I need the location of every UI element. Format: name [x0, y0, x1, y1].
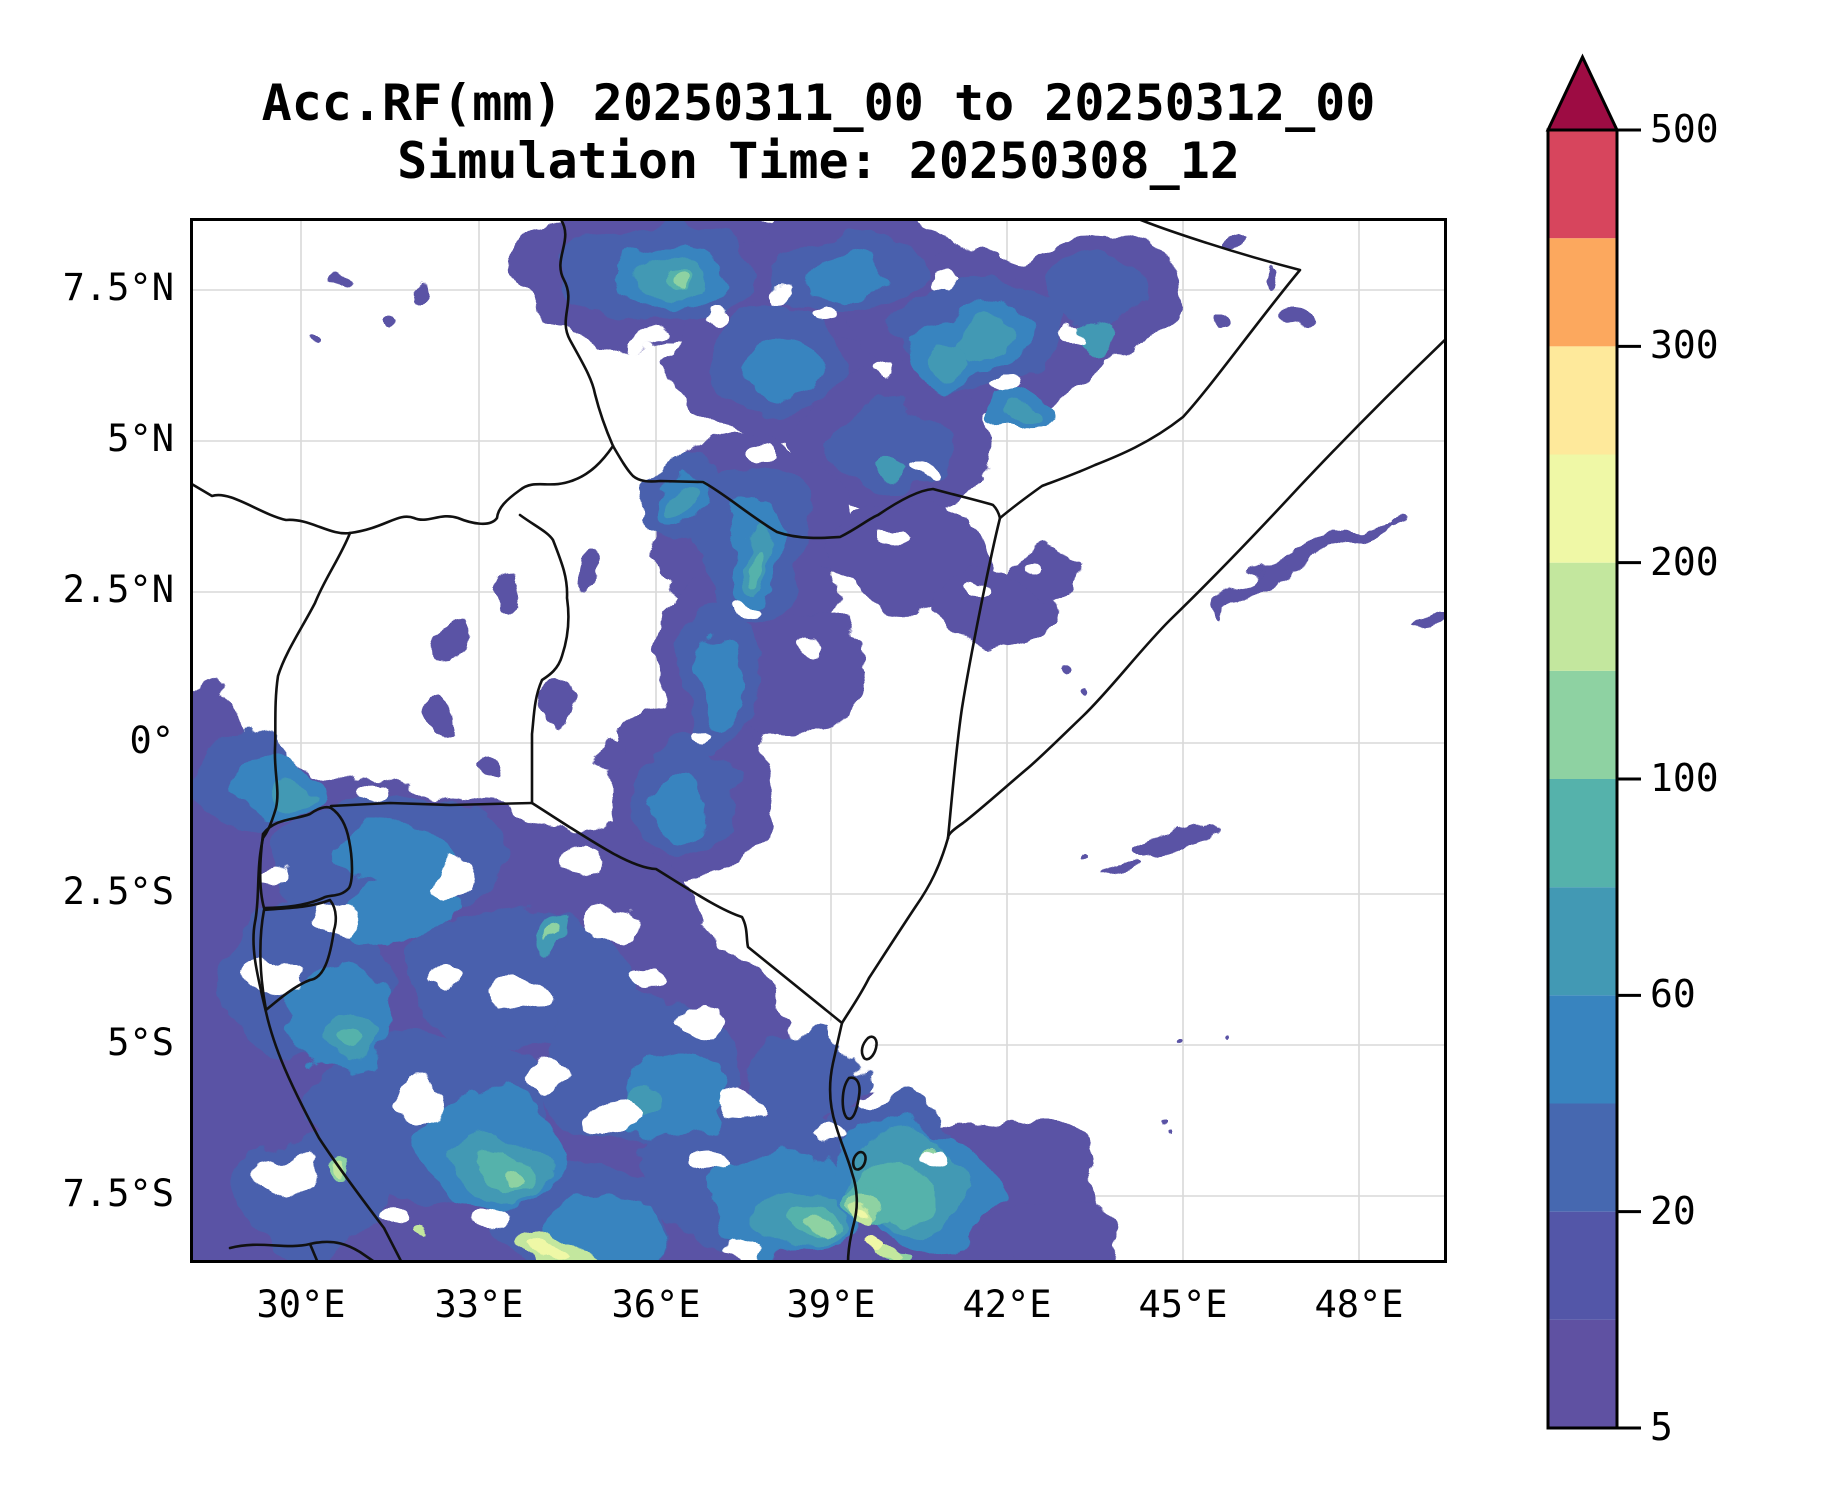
- y-tick-2p5s: 2.5°S: [62, 870, 174, 913]
- island-pemba: [860, 1035, 878, 1061]
- colorbar-segments: [1548, 130, 1617, 1428]
- border-ethiopia-somalia: [998, 218, 1302, 520]
- cbar-label-500: 500: [1650, 107, 1719, 151]
- island-zanzibar: [841, 1076, 861, 1121]
- border-uganda-kenya: [518, 513, 570, 805]
- cbar-label-200: 200: [1650, 540, 1719, 584]
- coastline-kenya-tanzania: [828, 836, 950, 1263]
- border-ethiopia-kenya: [611, 444, 1002, 540]
- border-southsudan-uganda-kenya: [190, 444, 615, 535]
- cbar-seg-250-300: [1548, 346, 1617, 455]
- cbar-seg-60-80: [1548, 887, 1617, 996]
- y-tick-2p5n: 2.5°N: [62, 568, 174, 611]
- cbar-seg-400-500: [1548, 130, 1617, 239]
- x-tick-30e: 30°E: [256, 1283, 346, 1326]
- cbar-ticks: [1617, 128, 1641, 1430]
- x-tick-33e: 33°E: [434, 1283, 524, 1326]
- y-tick-7p5n: 7.5°N: [62, 266, 174, 309]
- cbar-seg-40-60: [1548, 995, 1617, 1104]
- plot-subtitle: Simulation Time: 20250308_12: [397, 132, 1240, 190]
- x-tick-42e: 42°E: [962, 1283, 1052, 1326]
- y-tick-5s: 5°S: [107, 1021, 174, 1064]
- island-mafia: [851, 1150, 867, 1171]
- x-tick-36e: 36°E: [611, 1283, 701, 1326]
- border-zambia-malawi: [228, 1240, 378, 1263]
- x-tick-39e: 39°E: [786, 1283, 876, 1326]
- coastline-somalia: [946, 336, 1447, 840]
- x-tick-45e: 45°E: [1138, 1283, 1228, 1326]
- x-tick-48e: 48°E: [1314, 1283, 1404, 1326]
- cbar-seg-20-40: [1548, 1103, 1617, 1212]
- border-tanzania-uganda: [329, 801, 534, 808]
- cbar-label-300: 300: [1650, 323, 1719, 367]
- cbar-label-100: 100: [1650, 756, 1719, 800]
- border-ethiopia-southsudan: [558, 218, 615, 448]
- y-tick-0: 0°: [129, 719, 174, 762]
- rainfall-field: [190, 218, 1447, 1263]
- map-canvas: [190, 218, 1447, 1263]
- cbar-seg-10-20: [1548, 1211, 1617, 1320]
- country-borders: [190, 218, 1447, 1263]
- border-kenya-tanzania: [530, 801, 844, 1025]
- cbar-label-20: 20: [1650, 1189, 1696, 1233]
- border-kenya-somalia: [946, 516, 1002, 840]
- cbar-seg-80-100: [1548, 779, 1617, 888]
- cbar-seg-100-150: [1548, 670, 1617, 779]
- cbar-label-60: 60: [1650, 972, 1696, 1016]
- cbar-label-5: 5: [1650, 1405, 1673, 1449]
- border-rwanda: [258, 805, 354, 910]
- plot-title: Acc.RF(mm) 20250311_00 to 20250312_00: [261, 74, 1376, 132]
- cbar-over-arrow: [1545, 53, 1620, 132]
- cbar-seg-300-400: [1548, 238, 1617, 347]
- cbar-seg-150-200: [1548, 562, 1617, 671]
- border-burundi: [259, 898, 338, 1012]
- y-tick-7p5s: 7.5°S: [62, 1172, 174, 1215]
- colorbar: [1545, 53, 1641, 1430]
- cbar-seg-200-250: [1548, 454, 1617, 563]
- y-tick-5n: 5°N: [107, 417, 174, 460]
- cbar-seg-5-10: [1548, 1319, 1617, 1428]
